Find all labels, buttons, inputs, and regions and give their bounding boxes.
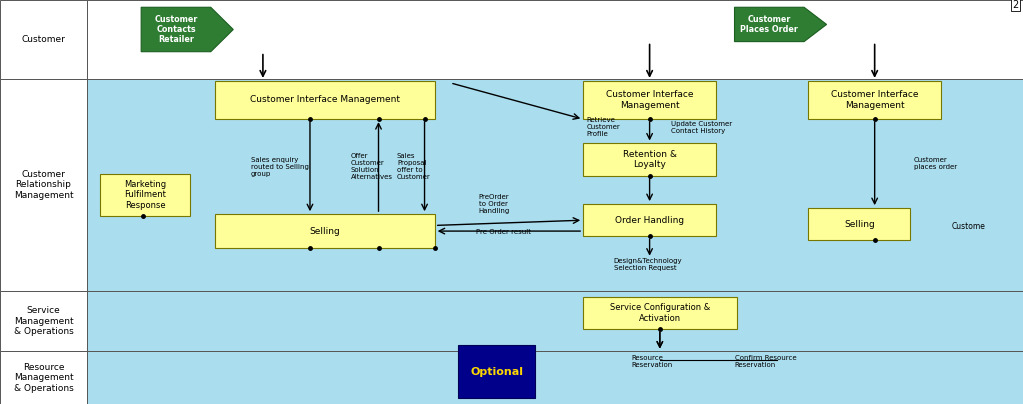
Text: Service
Management
& Operations: Service Management & Operations bbox=[13, 306, 74, 336]
Bar bbox=[808, 81, 941, 119]
Text: Pre Order result: Pre Order result bbox=[476, 229, 531, 235]
Polygon shape bbox=[141, 7, 233, 52]
Bar bbox=[100, 174, 190, 216]
Text: Customer: Customer bbox=[21, 35, 65, 44]
Text: Customer
Contacts
Retailer: Customer Contacts Retailer bbox=[154, 15, 197, 44]
Text: Update Customer
Contact History: Update Customer Contact History bbox=[671, 121, 732, 134]
Text: Retrieve
Customer
Profile: Retrieve Customer Profile bbox=[586, 117, 620, 137]
Bar bbox=[87, 351, 1023, 404]
Bar bbox=[808, 208, 910, 240]
Text: Design&Technology
Selection Request: Design&Technology Selection Request bbox=[614, 258, 682, 271]
Text: 2: 2 bbox=[1013, 0, 1019, 10]
Bar bbox=[215, 81, 435, 119]
Text: Selling: Selling bbox=[309, 227, 341, 236]
Text: PreOrder
to Order
Handling: PreOrder to Order Handling bbox=[479, 194, 510, 214]
Bar bbox=[0, 79, 87, 291]
Bar bbox=[87, 0, 1023, 79]
Text: Sales enquiry
routed to Selling
group: Sales enquiry routed to Selling group bbox=[251, 157, 309, 177]
Bar bbox=[583, 81, 716, 119]
Text: Confirm Resource
Reservation: Confirm Resource Reservation bbox=[735, 355, 796, 368]
Text: Customer Interface
Management: Customer Interface Management bbox=[606, 90, 694, 110]
Text: Resource
Reservation: Resource Reservation bbox=[631, 355, 672, 368]
Text: Custome: Custome bbox=[951, 222, 985, 231]
Text: Sales
Proposal
offer to
Customer: Sales Proposal offer to Customer bbox=[397, 154, 431, 180]
Bar bbox=[215, 214, 435, 248]
Bar bbox=[87, 79, 1023, 291]
Text: Customer
Places Order: Customer Places Order bbox=[741, 15, 798, 34]
Text: Customer
Relationship
Management: Customer Relationship Management bbox=[13, 170, 74, 200]
Bar bbox=[0, 351, 87, 404]
Text: Order Handling: Order Handling bbox=[615, 216, 684, 225]
Text: Resource
Management
& Operations: Resource Management & Operations bbox=[13, 363, 74, 393]
Bar bbox=[583, 297, 737, 329]
Bar bbox=[0, 291, 87, 351]
Text: Customer Interface
Management: Customer Interface Management bbox=[831, 90, 919, 110]
Bar bbox=[458, 345, 535, 398]
Text: Customer
places order: Customer places order bbox=[914, 157, 957, 170]
Text: Offer
Customer
Solution
Alternatives: Offer Customer Solution Alternatives bbox=[351, 154, 393, 180]
Text: Selling: Selling bbox=[844, 220, 875, 229]
Text: Retention &
Loyalty: Retention & Loyalty bbox=[623, 150, 676, 169]
Polygon shape bbox=[735, 7, 827, 42]
Text: Marketing
Fulfilment
Response: Marketing Fulfilment Response bbox=[124, 180, 167, 210]
Text: Customer Interface Management: Customer Interface Management bbox=[250, 95, 400, 105]
Bar bbox=[0, 0, 87, 79]
Text: Optional: Optional bbox=[471, 367, 523, 377]
Bar bbox=[87, 291, 1023, 351]
Text: Service Configuration &
Activation: Service Configuration & Activation bbox=[610, 303, 710, 323]
Bar bbox=[583, 204, 716, 236]
Bar bbox=[583, 143, 716, 176]
